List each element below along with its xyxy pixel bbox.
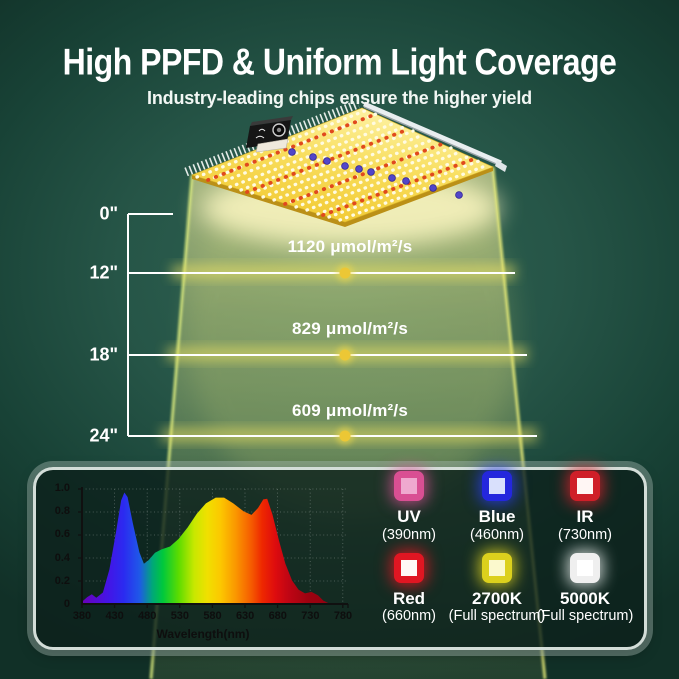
diode-detail: (Full spectrum) — [448, 608, 546, 625]
diode-blue: Blue (460nm) — [453, 471, 541, 544]
diode-2700k: 2700K (Full spectrum) — [449, 552, 545, 626]
diode-name: 2700K — [471, 588, 523, 608]
xtick: 480 — [138, 610, 157, 622]
ppfd-lines — [128, 264, 537, 445]
x-axis-title: Wavelength(nm) — [156, 627, 250, 641]
blue-led-swatch-icon — [482, 471, 512, 501]
diode-uv: UV (390nm) — [365, 471, 453, 544]
ppfd-dot-markers — [336, 264, 354, 445]
ytick: 0.6 — [54, 528, 70, 541]
diode-name: UV — [397, 507, 421, 526]
xtick: 530 — [170, 610, 190, 622]
xtick: 630 — [235, 610, 255, 622]
warm-white-led-swatch-icon — [482, 552, 512, 583]
cool-white-led-swatch-icon — [570, 552, 600, 583]
red-led-rows — [206, 112, 476, 217]
diode-detail: (730nm) — [558, 526, 612, 543]
ruler-mark-24in: 24" — [89, 425, 118, 446]
diode-name: IR — [576, 507, 594, 526]
diode-detail: (660nm) — [382, 608, 436, 625]
distance-ruler — [127, 213, 173, 436]
ytick: 1.0 — [54, 482, 70, 494]
ruler-mark-12in: 12" — [89, 262, 118, 283]
ytick: 0.4 — [54, 551, 70, 564]
page-title: High PPFD & Uniform Light Coverage — [62, 41, 617, 83]
power-connector — [255, 138, 289, 153]
diode-detail: (Full spectrum) — [536, 608, 634, 625]
xtick: 380 — [72, 610, 92, 622]
ytick: 0.2 — [54, 574, 70, 587]
blue-led-clusters — [288, 148, 463, 199]
ytick: 0.8 — [54, 505, 70, 518]
diode-ir: IR (730nm) — [541, 471, 629, 544]
page-subtitle: Industry-leading chips ensure the higher… — [147, 88, 532, 108]
ppfd-value-24in: 609 μmol/m²/s — [292, 401, 408, 420]
diode-detail: (460nm) — [470, 526, 524, 543]
spd-curve — [82, 492, 334, 604]
xtick: 430 — [105, 610, 124, 622]
ppfd-value-12in: 1120 μmol/m²/s — [287, 237, 413, 256]
y-axis-ticks: 1.0 0.8 0.6 0.4 0.2 0 — [44, 483, 70, 610]
x-axis-ticks: 380 430 480 530 580 630 680 730 780 — [66, 611, 359, 622]
spectrum-chart-plot — [78, 487, 349, 608]
xtick: 680 — [268, 610, 287, 622]
ruler-mark-0in: 0" — [99, 203, 118, 224]
xtick: 780 — [333, 610, 353, 622]
led-panel — [184, 99, 507, 227]
uv-led-swatch-icon — [394, 471, 424, 501]
diode-red: Red (660nm) — [365, 552, 453, 626]
ytick: 0 — [63, 597, 70, 610]
diode-name: 5000K — [559, 588, 611, 608]
red-led-swatch-icon — [394, 552, 424, 583]
diode-legend: UV (390nm) Blue (460nm) IR (730nm) Red (… — [365, 471, 633, 626]
diode-5000k: 5000K (Full spectrum) — [537, 552, 633, 626]
xtick: 730 — [301, 610, 320, 622]
diode-name: Red — [392, 588, 426, 608]
ppfd-value-18in: 829 μmol/m²/s — [292, 319, 408, 338]
chart-axes — [78, 487, 349, 608]
xtick: 580 — [203, 610, 222, 622]
ruler-mark-18in: 18" — [89, 344, 118, 365]
diode-name: Blue — [478, 507, 516, 526]
mounting-bar — [363, 101, 507, 172]
diode-detail: (390nm) — [382, 526, 436, 543]
ir-led-swatch-icon — [570, 471, 600, 501]
